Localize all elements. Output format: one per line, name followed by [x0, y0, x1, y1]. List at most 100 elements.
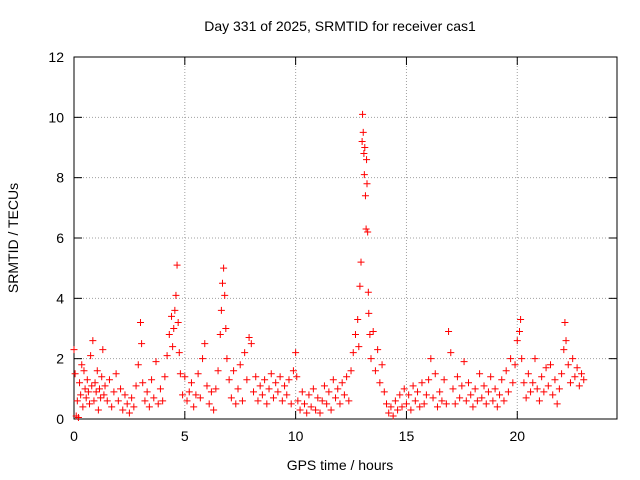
data-point	[429, 394, 437, 402]
data-point	[276, 373, 284, 381]
data-point	[496, 391, 504, 399]
data-point	[296, 406, 304, 414]
data-point	[515, 328, 523, 336]
data-point	[359, 110, 367, 118]
data-point	[221, 291, 229, 299]
data-point	[362, 225, 370, 233]
data-point	[578, 370, 586, 378]
data-point	[471, 385, 479, 393]
data-point	[431, 370, 439, 378]
data-point	[359, 128, 367, 136]
data-point	[396, 391, 404, 399]
data-point	[378, 361, 386, 369]
data-point	[216, 331, 224, 339]
data-point	[88, 382, 96, 390]
data-point	[361, 192, 369, 200]
data-point	[542, 364, 550, 372]
data-point	[139, 379, 147, 387]
data-point	[86, 400, 94, 408]
data-point	[305, 391, 313, 399]
data-point	[551, 376, 559, 384]
data-point	[566, 379, 574, 387]
data-point	[294, 397, 302, 405]
data-point	[509, 379, 517, 387]
data-point	[230, 367, 238, 375]
grid-lines	[74, 57, 617, 419]
data-point	[482, 400, 490, 408]
data-point	[418, 379, 426, 387]
data-point	[281, 382, 289, 390]
data-point	[298, 388, 306, 396]
data-point	[196, 394, 204, 402]
data-point	[168, 312, 176, 320]
data-point	[323, 400, 331, 408]
data-point	[329, 376, 337, 384]
data-point	[558, 370, 566, 378]
data-point	[173, 261, 181, 269]
data-point	[458, 382, 466, 390]
data-point	[504, 388, 512, 396]
data-point	[366, 331, 374, 339]
y-tick-label: 0	[56, 411, 64, 427]
data-point	[222, 325, 230, 332]
data-point	[91, 379, 99, 387]
data-point	[261, 376, 269, 384]
data-point	[185, 388, 193, 396]
data-point	[343, 373, 351, 381]
data-point	[169, 343, 177, 351]
data-point	[199, 355, 207, 363]
data-point	[254, 397, 262, 405]
data-point	[527, 388, 535, 396]
data-point	[327, 406, 335, 414]
data-point	[387, 403, 395, 411]
data-point	[318, 397, 326, 405]
data-point	[105, 376, 113, 384]
data-point	[385, 409, 393, 417]
data-point	[338, 379, 346, 387]
data-point	[575, 382, 583, 390]
data-point	[292, 349, 300, 357]
data-point	[84, 388, 92, 396]
data-point	[100, 391, 108, 399]
data-point	[103, 397, 111, 405]
data-point	[190, 403, 198, 411]
data-point	[513, 337, 521, 345]
data-point	[82, 394, 90, 402]
data-point	[93, 367, 101, 375]
data-point	[243, 376, 251, 384]
data-point	[125, 409, 133, 417]
data-point	[175, 349, 183, 357]
data-point	[489, 397, 497, 405]
data-point	[422, 391, 430, 399]
data-point	[400, 385, 408, 393]
data-point	[367, 355, 375, 363]
data-point	[520, 379, 528, 387]
data-point	[580, 376, 588, 384]
data-point	[544, 382, 552, 390]
data-point	[79, 403, 87, 411]
data-point	[487, 373, 495, 381]
data-point	[438, 397, 446, 405]
data-point	[407, 406, 415, 414]
data-point	[132, 382, 140, 390]
data-point	[433, 403, 441, 411]
data-point	[411, 397, 419, 405]
data-point	[453, 373, 461, 381]
data-point	[256, 382, 264, 390]
data-point	[232, 400, 240, 408]
data-point	[364, 288, 372, 296]
data-point	[442, 400, 450, 408]
data-point	[394, 406, 402, 414]
data-point	[447, 349, 455, 357]
data-point	[498, 376, 506, 384]
data-point	[569, 355, 577, 363]
data-point	[225, 376, 233, 384]
data-point	[134, 361, 142, 369]
data-point	[564, 361, 572, 369]
data-point	[460, 358, 468, 366]
data-point	[194, 370, 202, 378]
data-point	[99, 346, 107, 354]
data-point	[223, 355, 231, 363]
data-point	[420, 400, 428, 408]
